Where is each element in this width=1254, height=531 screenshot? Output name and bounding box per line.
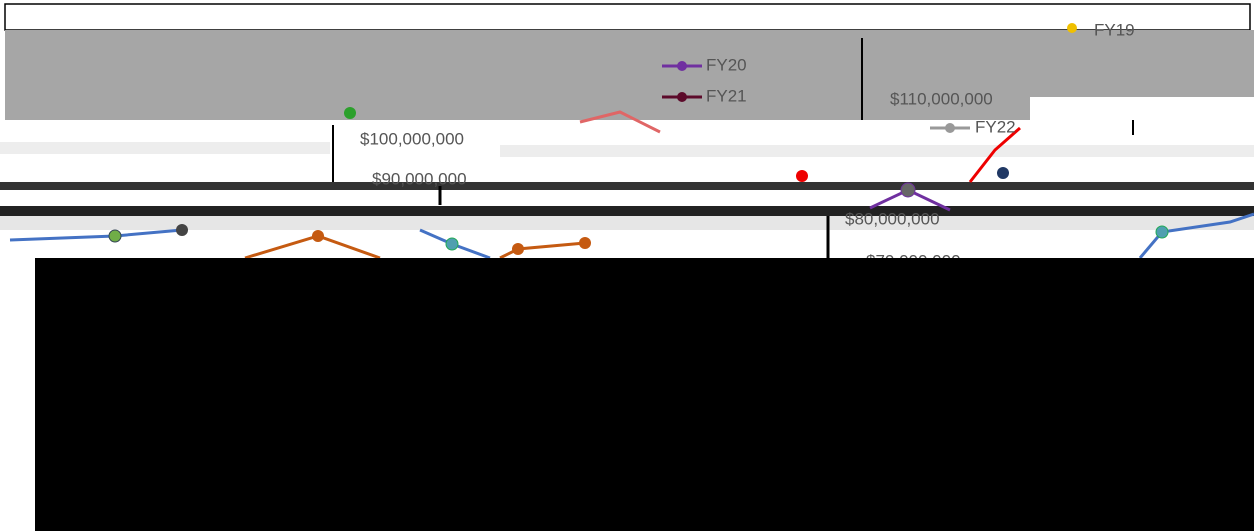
marker (446, 238, 458, 250)
dark-strip (0, 206, 1254, 216)
marker (796, 170, 808, 182)
white-patch (1030, 97, 1254, 120)
legend-marker (677, 61, 687, 71)
axis-label: $90,000,000 (372, 169, 467, 188)
axis-label: $100,000,000 (360, 129, 464, 148)
marker (512, 243, 524, 255)
legend-marker (677, 92, 687, 102)
stripe (0, 142, 330, 154)
axis-label: $110,000,000 (890, 89, 993, 108)
marker (176, 224, 188, 236)
glitched-chart: FY19 FY20 FY21 FY22 $110,000,000 $100,00… (0, 0, 1254, 531)
legend-label: FY19 (1094, 20, 1135, 39)
marker (344, 107, 356, 119)
marker (997, 167, 1009, 179)
frame (5, 4, 1250, 30)
line (10, 230, 182, 240)
gray-band (5, 30, 860, 120)
stripe (500, 145, 1254, 157)
marker (1156, 226, 1168, 238)
legend-marker (1067, 23, 1077, 33)
dark-strip (0, 182, 1254, 190)
screenshot: FY19 FY20 FY21 FY22 $110,000,000 $100,00… (0, 0, 1254, 531)
legend-label: FY20 (706, 55, 747, 74)
legend-label: FY22 (975, 117, 1016, 136)
white-band (0, 190, 1254, 206)
marker (312, 230, 324, 242)
stripe (0, 216, 1254, 230)
axis-label: $80,000,000 (845, 209, 940, 228)
line (245, 236, 380, 258)
marker (109, 230, 121, 242)
legend-marker (945, 123, 955, 133)
legend-label: FY21 (706, 86, 747, 105)
black-region (35, 258, 1254, 531)
marker (579, 237, 591, 249)
marker (901, 183, 915, 197)
